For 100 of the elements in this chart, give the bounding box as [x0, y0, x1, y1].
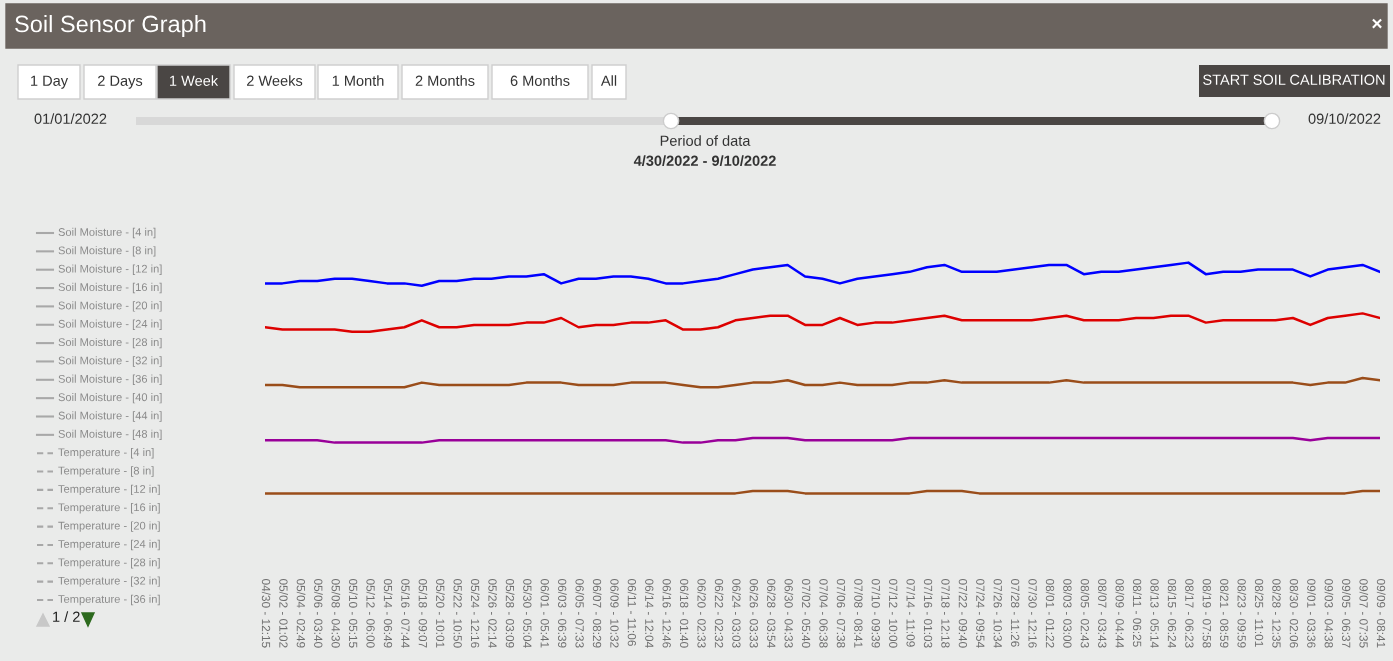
x-tick-label: 07/04 - 06:38	[819, 579, 828, 648]
text: Temperature - [8 in]	[58, 466, 154, 477]
x-tick-label: 09/07 - 07:35	[1359, 579, 1369, 648]
x-tick-label: 06/18 - 01:40	[679, 579, 689, 648]
x-tick-label: 08/13 - 05:14	[1150, 579, 1160, 648]
x-tick-label: 06/07 - 08:29	[592, 579, 602, 648]
text: Soil Moisture - [4 in]	[58, 227, 156, 239]
text: 1 Day	[31, 75, 69, 89]
text: Temperature - [36 in]	[58, 594, 160, 606]
text: Soil Moisture - [16 in]	[58, 282, 162, 294]
x-tick-label: 08/11 - 06:25	[1132, 579, 1142, 647]
x-tick-label: 07/22 - 09:40	[958, 579, 968, 648]
text: 2 Days	[98, 75, 143, 89]
x-tick-label: 06/24 - 03:03	[732, 579, 741, 648]
x-tick-label: 06/16 - 12:46	[662, 579, 672, 648]
x-tick-label: 09/09 - 08:41	[1376, 579, 1386, 648]
text: Temperature - [24 in]	[58, 539, 160, 551]
x-tick-label: 07/26 - 10:34	[993, 579, 1003, 648]
text: 1 Month	[332, 75, 384, 86]
x-tick-label: 07/02 - 05:40	[801, 579, 811, 648]
x-tick-label: 08/01 - 01:22	[1045, 579, 1055, 648]
x-tick-label: 05/26 - 02:14	[488, 579, 497, 648]
x-tick-label: 08/23 - 09:59	[1237, 579, 1247, 648]
x-tick-label: 06/11 - 11:06	[627, 579, 637, 646]
x-tick-label: 07/24 - 09:54	[976, 579, 985, 648]
text: All	[600, 75, 617, 86]
x-tick-label: 06/26 - 03:33	[749, 579, 759, 648]
text: Soil Moisture - [32 in]	[58, 356, 162, 367]
text: 1 Week	[170, 75, 219, 86]
text: Temperature - [4 in]	[58, 448, 154, 459]
x-tick-label: 08/05 - 02:43	[1080, 579, 1090, 648]
x-tick-label: 06/22 - 02:32	[714, 579, 724, 648]
x-tick-label: 06/05 - 07:33	[575, 579, 585, 648]
text: START SOIL CALIBRATION	[1203, 74, 1385, 85]
x-tick-label: 08/28 - 12:35	[1272, 579, 1281, 648]
x-tick-label: 05/16 - 07:44	[401, 579, 410, 648]
chart-title: Soil Sensor Graph	[15, 15, 206, 37]
text: 09/10/2022	[1308, 113, 1381, 124]
text: Soil Moisture - [44 in]	[58, 411, 162, 422]
x-tick-label: 07/16 - 01:03	[923, 579, 933, 648]
x-tick-label: 08/25 - 11:01	[1254, 579, 1264, 647]
x-tick-label: 06/09 - 10:32	[610, 579, 619, 648]
x-tick-label: 05/28 - 03:09	[505, 579, 515, 648]
text: Soil Moisture - [28 in]	[58, 337, 162, 349]
x-tick-label: 08/30 - 02:06	[1289, 579, 1299, 648]
x-tick-label: 08/07 - 03:43	[1098, 579, 1107, 648]
x-tick-label: 05/24 - 12:16	[470, 579, 480, 648]
text: Temperature - [28 in]	[58, 558, 160, 569]
x-tick-label: 08/19 - 07:58	[1202, 579, 1212, 648]
x-tick-label: 09/03 - 04:38	[1324, 579, 1334, 648]
x-tick-label: 09/05 - 06:37	[1341, 579, 1351, 648]
text: Temperature - [12 in]	[58, 484, 160, 496]
x-tick-label: 05/10 - 05:15	[348, 579, 358, 648]
x-tick-label: 07/12 - 10:00	[889, 579, 898, 648]
x-tick-label: 07/28 - 11:26	[1010, 579, 1020, 647]
x-tick-label: 07/14 - 11:09	[906, 579, 916, 647]
x-tick-label: 09/01 - 03:36	[1307, 579, 1316, 648]
text: Temperature - [32 in]	[58, 576, 160, 587]
x-tick-label: 05/06 - 03:40	[314, 579, 323, 648]
text: Soil Moisture - [36 in]	[58, 374, 162, 385]
x-tick-label: 07/06 - 07:38	[836, 579, 846, 648]
x-tick-label: 05/12 - 06:00	[366, 579, 376, 648]
x-tick-label: 05/14 - 06:49	[383, 579, 393, 648]
x-tick-label: 07/08 - 08:41	[854, 579, 863, 648]
x-tick-label: 05/20 - 10:01	[436, 579, 445, 648]
x-tick-label: 08/09 - 04:44	[1115, 579, 1125, 648]
x-tick-label: 06/03 - 06:39	[558, 579, 567, 648]
x-tick-label: 06/01 - 05:41	[540, 579, 550, 648]
x-tick-label: 04/30 - 12:15	[261, 579, 271, 648]
text: Soil Moisture - [20 in]	[58, 301, 162, 312]
text: 4/30/2022 - 9/10/2022	[633, 155, 776, 167]
x-tick-label: 08/15 - 06:24	[1167, 579, 1177, 648]
text: Period of data	[660, 135, 751, 146]
x-tick-label: 06/28 - 03:54	[767, 579, 776, 648]
text: Soil Moisture - [12 in]	[58, 264, 162, 275]
x-tick-label: 08/21 - 08:59	[1220, 579, 1229, 648]
x-tick-label: 07/10 - 09:39	[871, 579, 881, 648]
text: Soil Moisture - [40 in]	[58, 392, 162, 404]
x-tick-label: 08/03 - 03:00	[1063, 579, 1072, 648]
x-tick-label: 05/22 - 10:50	[453, 579, 463, 648]
x-tick-label: 06/14 - 12:04	[645, 579, 654, 648]
x-tick-label: 05/04 - 02:49	[296, 579, 306, 648]
text: Temperature - [20 in]	[58, 521, 160, 532]
text: 1 / 2	[53, 611, 80, 622]
text: Temperature - [16 in]	[58, 503, 160, 514]
text: 2 Weeks	[247, 75, 303, 86]
x-tick-label: 06/20 - 02:33	[697, 579, 707, 648]
x-tick-label: 07/30 - 12:16	[1028, 579, 1038, 648]
text: 01/01/2022	[34, 113, 107, 124]
text: 6 Months	[510, 75, 570, 86]
x-tick-label: 07/18 - 12:18	[941, 579, 950, 648]
x-tick-label: 05/30 - 05:04	[523, 579, 532, 648]
x-tick-label: 05/08 - 04:30	[331, 579, 341, 648]
text: Soil Moisture - [48 in]	[58, 429, 162, 441]
x-tick-label: 05/18 - 09:07	[418, 579, 428, 648]
text: Soil Moisture - [8 in]	[58, 246, 156, 257]
x-tick-label: 05/02 - 01:02	[279, 579, 288, 648]
x-tick-label: 08/17 - 06:23	[1185, 579, 1194, 648]
text: Soil Moisture - [24 in]	[58, 319, 162, 330]
text: 2 Months	[415, 75, 475, 86]
